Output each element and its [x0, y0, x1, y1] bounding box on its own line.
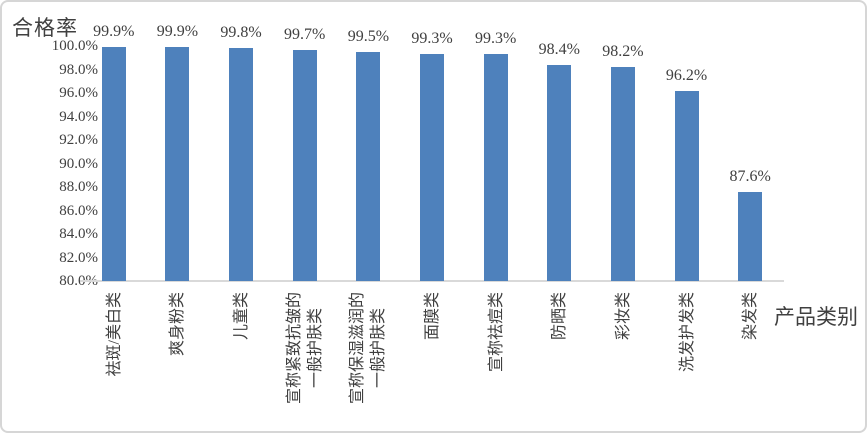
bar — [229, 48, 254, 281]
y-tick-label: 98.0% — [59, 61, 98, 78]
data-label: 99.8% — [220, 24, 262, 42]
y-tick-label: 86.0% — [59, 202, 98, 219]
bar — [483, 54, 508, 281]
y-tick-label: 96.0% — [59, 85, 98, 101]
category-label: 宣称保湿滋润的 一般护肤类 — [349, 292, 388, 405]
bar — [356, 51, 381, 281]
data-label: 98.2% — [602, 43, 644, 61]
data-label: 99.3% — [411, 30, 453, 48]
y-tick-label: 84.0% — [59, 226, 98, 242]
x-axis-title: 产品类别 — [774, 305, 858, 329]
bar — [420, 54, 444, 281]
y-tick-label: 82.0% — [59, 249, 98, 266]
category-label: 洗发护发类 — [678, 292, 696, 373]
data-label: 98.4% — [538, 40, 580, 58]
category-label: 儿童类 — [232, 292, 250, 341]
bar — [610, 67, 635, 281]
y-tick-label: 100.0% — [51, 38, 98, 54]
y-axis-title: 合格率 — [12, 16, 78, 40]
data-label: 99.5% — [347, 27, 390, 45]
data-label: 99.9% — [93, 23, 135, 41]
data-label: 99.7% — [284, 25, 326, 43]
y-tick-label: 80.0% — [59, 273, 98, 289]
category-label: 爽身粉类 — [168, 292, 186, 357]
data-label: 99.3% — [474, 30, 517, 48]
category-label: 祛斑/美白类 — [105, 292, 123, 377]
x-axis-line — [80, 280, 784, 282]
data-label: 96.2% — [665, 66, 708, 84]
bar — [738, 191, 763, 281]
bar — [292, 49, 317, 281]
category-label: 彩妆类 — [614, 292, 632, 341]
category-label: 宣称紧致抗皱的 一般护肤类 — [285, 292, 324, 405]
data-label: 87.6% — [729, 167, 771, 185]
y-tick-label: 90.0% — [59, 155, 98, 172]
category-label: 防晒类 — [550, 292, 568, 341]
y-tick-label: 94.0% — [59, 108, 98, 125]
data-label: 99.9% — [156, 23, 199, 41]
y-tick-label: 92.0% — [59, 132, 98, 148]
category-label: 宣称祛痘类 — [487, 292, 505, 373]
y-tick-label: 88.0% — [59, 179, 98, 195]
bar — [674, 90, 699, 281]
bar — [547, 64, 572, 281]
category-label: 面膜类 — [423, 292, 441, 341]
bar — [101, 47, 126, 281]
bar — [165, 47, 190, 281]
category-label: 染发类 — [741, 292, 759, 341]
